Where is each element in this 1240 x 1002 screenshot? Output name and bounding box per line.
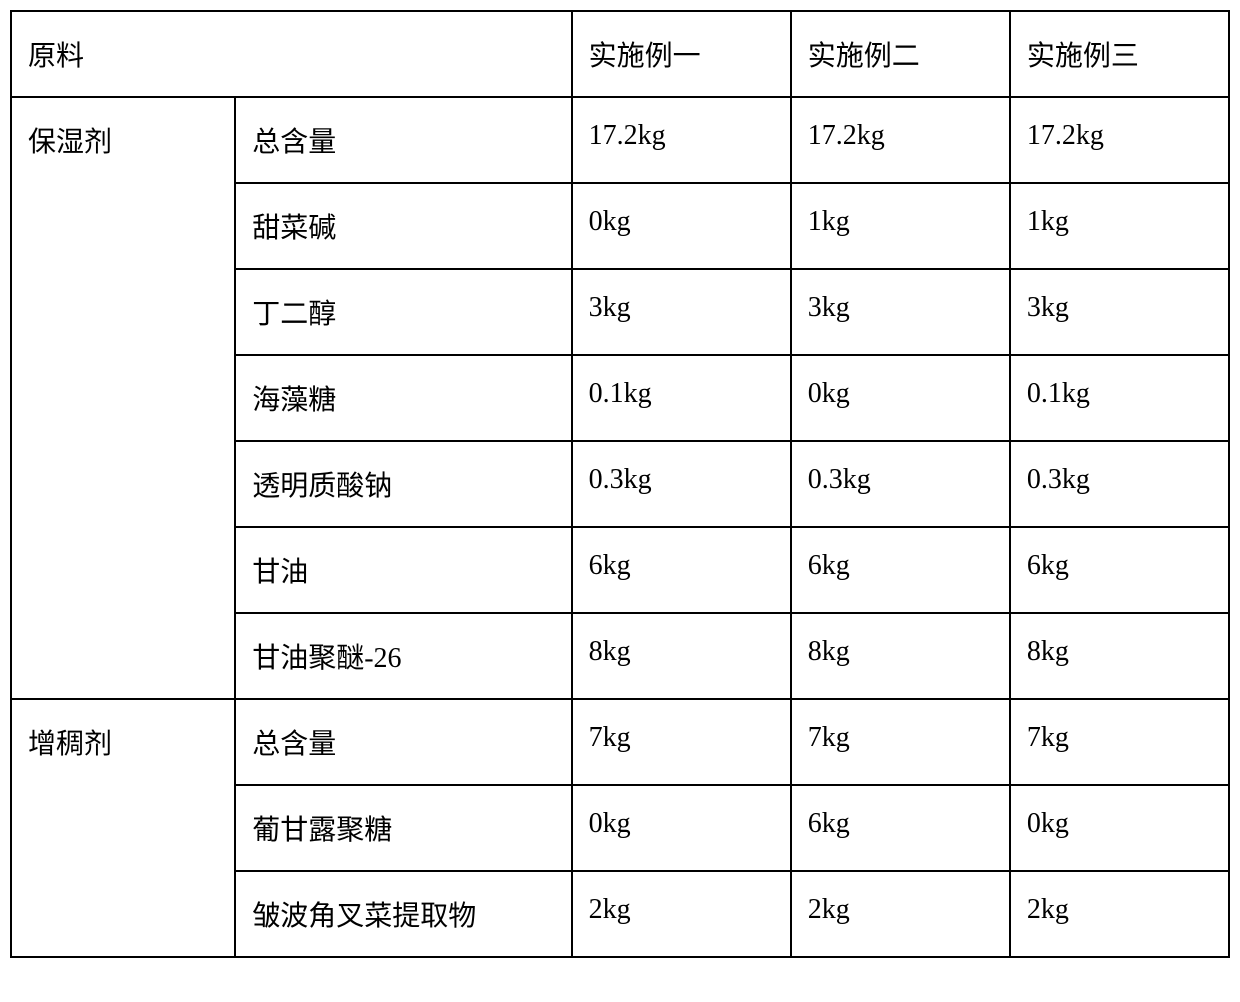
value-cell: 1kg xyxy=(1010,183,1229,269)
sub-cell: 葡甘露聚糖 xyxy=(235,785,571,871)
value-cell: 0kg xyxy=(572,785,791,871)
table-row: 保湿剂 总含量 17.2kg 17.2kg 17.2kg xyxy=(11,97,1229,183)
sub-cell: 透明质酸钠 xyxy=(235,441,571,527)
value-cell: 8kg xyxy=(1010,613,1229,699)
value-cell: 1kg xyxy=(791,183,1010,269)
value-cell: 17.2kg xyxy=(791,97,1010,183)
materials-table: 原料 实施例一 实施例二 实施例三 保湿剂 总含量 17.2kg 17.2kg … xyxy=(10,10,1230,958)
value-cell: 0kg xyxy=(572,183,791,269)
table-header-row: 原料 实施例一 实施例二 实施例三 xyxy=(11,11,1229,97)
value-cell: 6kg xyxy=(1010,527,1229,613)
value-cell: 8kg xyxy=(791,613,1010,699)
value-cell: 0.1kg xyxy=(572,355,791,441)
sub-cell: 甘油聚醚-26 xyxy=(235,613,571,699)
table-body: 原料 实施例一 实施例二 实施例三 保湿剂 总含量 17.2kg 17.2kg … xyxy=(11,11,1229,957)
value-cell: 0.1kg xyxy=(1010,355,1229,441)
category-cell: 增稠剂 xyxy=(11,699,235,957)
value-cell: 0kg xyxy=(1010,785,1229,871)
header-example2: 实施例二 xyxy=(791,11,1010,97)
value-cell: 0.3kg xyxy=(1010,441,1229,527)
header-material: 原料 xyxy=(11,11,572,97)
value-cell: 0kg xyxy=(791,355,1010,441)
sub-cell: 甘油 xyxy=(235,527,571,613)
value-cell: 3kg xyxy=(572,269,791,355)
sub-cell: 甜菜碱 xyxy=(235,183,571,269)
value-cell: 3kg xyxy=(1010,269,1229,355)
value-cell: 0.3kg xyxy=(572,441,791,527)
value-cell: 17.2kg xyxy=(1010,97,1229,183)
value-cell: 3kg xyxy=(791,269,1010,355)
category-cell: 保湿剂 xyxy=(11,97,235,699)
value-cell: 2kg xyxy=(791,871,1010,957)
sub-cell: 海藻糖 xyxy=(235,355,571,441)
value-cell: 7kg xyxy=(791,699,1010,785)
sub-cell: 皱波角叉菜提取物 xyxy=(235,871,571,957)
sub-cell: 丁二醇 xyxy=(235,269,571,355)
value-cell: 2kg xyxy=(572,871,791,957)
header-example3: 实施例三 xyxy=(1010,11,1229,97)
value-cell: 7kg xyxy=(1010,699,1229,785)
value-cell: 2kg xyxy=(1010,871,1229,957)
value-cell: 0.3kg xyxy=(791,441,1010,527)
value-cell: 17.2kg xyxy=(572,97,791,183)
value-cell: 6kg xyxy=(791,785,1010,871)
value-cell: 8kg xyxy=(572,613,791,699)
table-row: 增稠剂 总含量 7kg 7kg 7kg xyxy=(11,699,1229,785)
value-cell: 6kg xyxy=(791,527,1010,613)
value-cell: 6kg xyxy=(572,527,791,613)
sub-cell: 总含量 xyxy=(235,699,571,785)
value-cell: 7kg xyxy=(572,699,791,785)
header-example1: 实施例一 xyxy=(572,11,791,97)
sub-cell: 总含量 xyxy=(235,97,571,183)
